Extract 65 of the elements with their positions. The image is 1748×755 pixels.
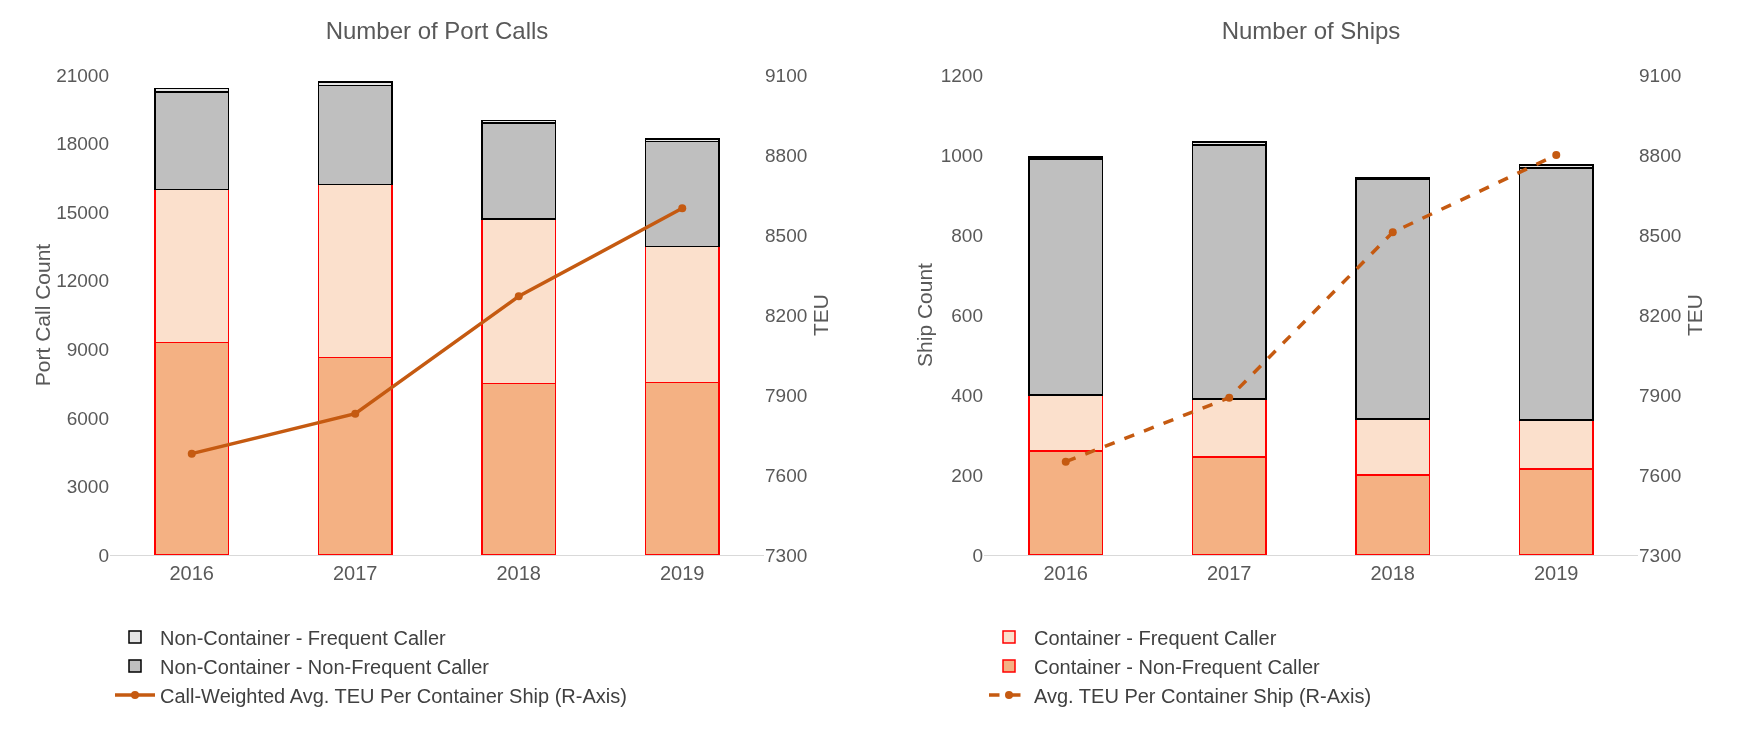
y2-tick-label: 8500 [765,224,808,246]
x-tick-label: 2017 [333,562,378,584]
y2-tick-label: 7300 [1639,544,1682,566]
y2-tick-label: 7900 [765,384,808,406]
y-tick-label: 18000 [56,133,109,155]
legend-label: Container - Non-Frequent Caller [1034,655,1321,678]
point [1061,457,1070,466]
bar [481,122,557,220]
y-tick-label: 12000 [56,270,109,292]
y2-tick-label: 8200 [765,304,808,326]
chart-title: Number of Ships [1221,17,1401,45]
bar [644,140,720,248]
y2-tick-label: 8800 [1639,144,1682,166]
y2-tick-label: 8800 [765,144,808,166]
y2-tick-label: 7600 [1639,464,1682,486]
x-tick-label: 2017 [1207,562,1252,584]
y-tick-label: 800 [951,224,983,246]
y-tick-label: 200 [951,464,983,486]
x-tick-label: 2018 [1370,562,1415,584]
point [514,292,523,301]
bar [317,84,393,186]
y2-tick-label: 7600 [765,464,808,486]
y-tick-label: 6000 [66,407,109,429]
point [678,204,687,213]
bar [1191,144,1267,400]
legend-label: Container - Frequent Caller [1034,626,1277,649]
point [1388,228,1397,237]
y2-tick-label: 7300 [765,544,808,566]
x-tick-label: 2019 [660,562,705,584]
y-tick-label: 3000 [66,476,109,498]
bar [1028,158,1104,396]
y-tick-label: 0 [98,544,109,566]
y-tick-label: 1000 [940,144,983,166]
y2-tick-label: 9100 [1639,64,1682,86]
y2-axis-title: TEU [809,294,833,336]
point [1225,393,1234,402]
y2-tick-label: 8500 [1639,224,1682,246]
y-tick-label: 21000 [56,64,109,86]
y-tick-label: 15000 [56,201,109,223]
y-axis-title: Port Call Count [31,243,55,387]
y-axis-title: Ship Count [913,262,936,367]
legend-label: Non-Container - Non-Frequent Caller [160,655,490,678]
legend-label: Avg. TEU Per Container Ship (R-Axis) [1034,684,1372,707]
legend-label: Call-Weighted Avg. TEU Per Container Ship (R-Axis) [160,684,627,707]
x-tick-label: 2016 [1043,562,1088,584]
legend-label: Non-Container - Frequent Caller [160,626,447,649]
y-tick-label: 600 [951,304,983,326]
point [187,449,196,458]
y2-axis-title: TEU [1683,294,1707,336]
y-tick-label: 400 [951,384,983,406]
point [351,409,360,418]
bar [154,91,230,191]
point [1552,151,1561,159]
y-tick-label: 9000 [66,338,109,360]
y-tick-label: 0 [972,544,983,566]
y2-tick-label: 7900 [1639,384,1682,406]
x-tick-label: 2019 [1534,562,1579,584]
chart-title: Number of Port Calls [325,17,549,45]
bar [1355,178,1431,420]
y2-tick-label: 8200 [1639,304,1682,326]
y2-tick-label: 9100 [765,64,808,86]
y-tick-label: 1200 [940,64,983,86]
bar [1518,167,1594,421]
x-tick-label: 2018 [496,562,541,584]
x-tick-label: 2016 [169,562,214,584]
